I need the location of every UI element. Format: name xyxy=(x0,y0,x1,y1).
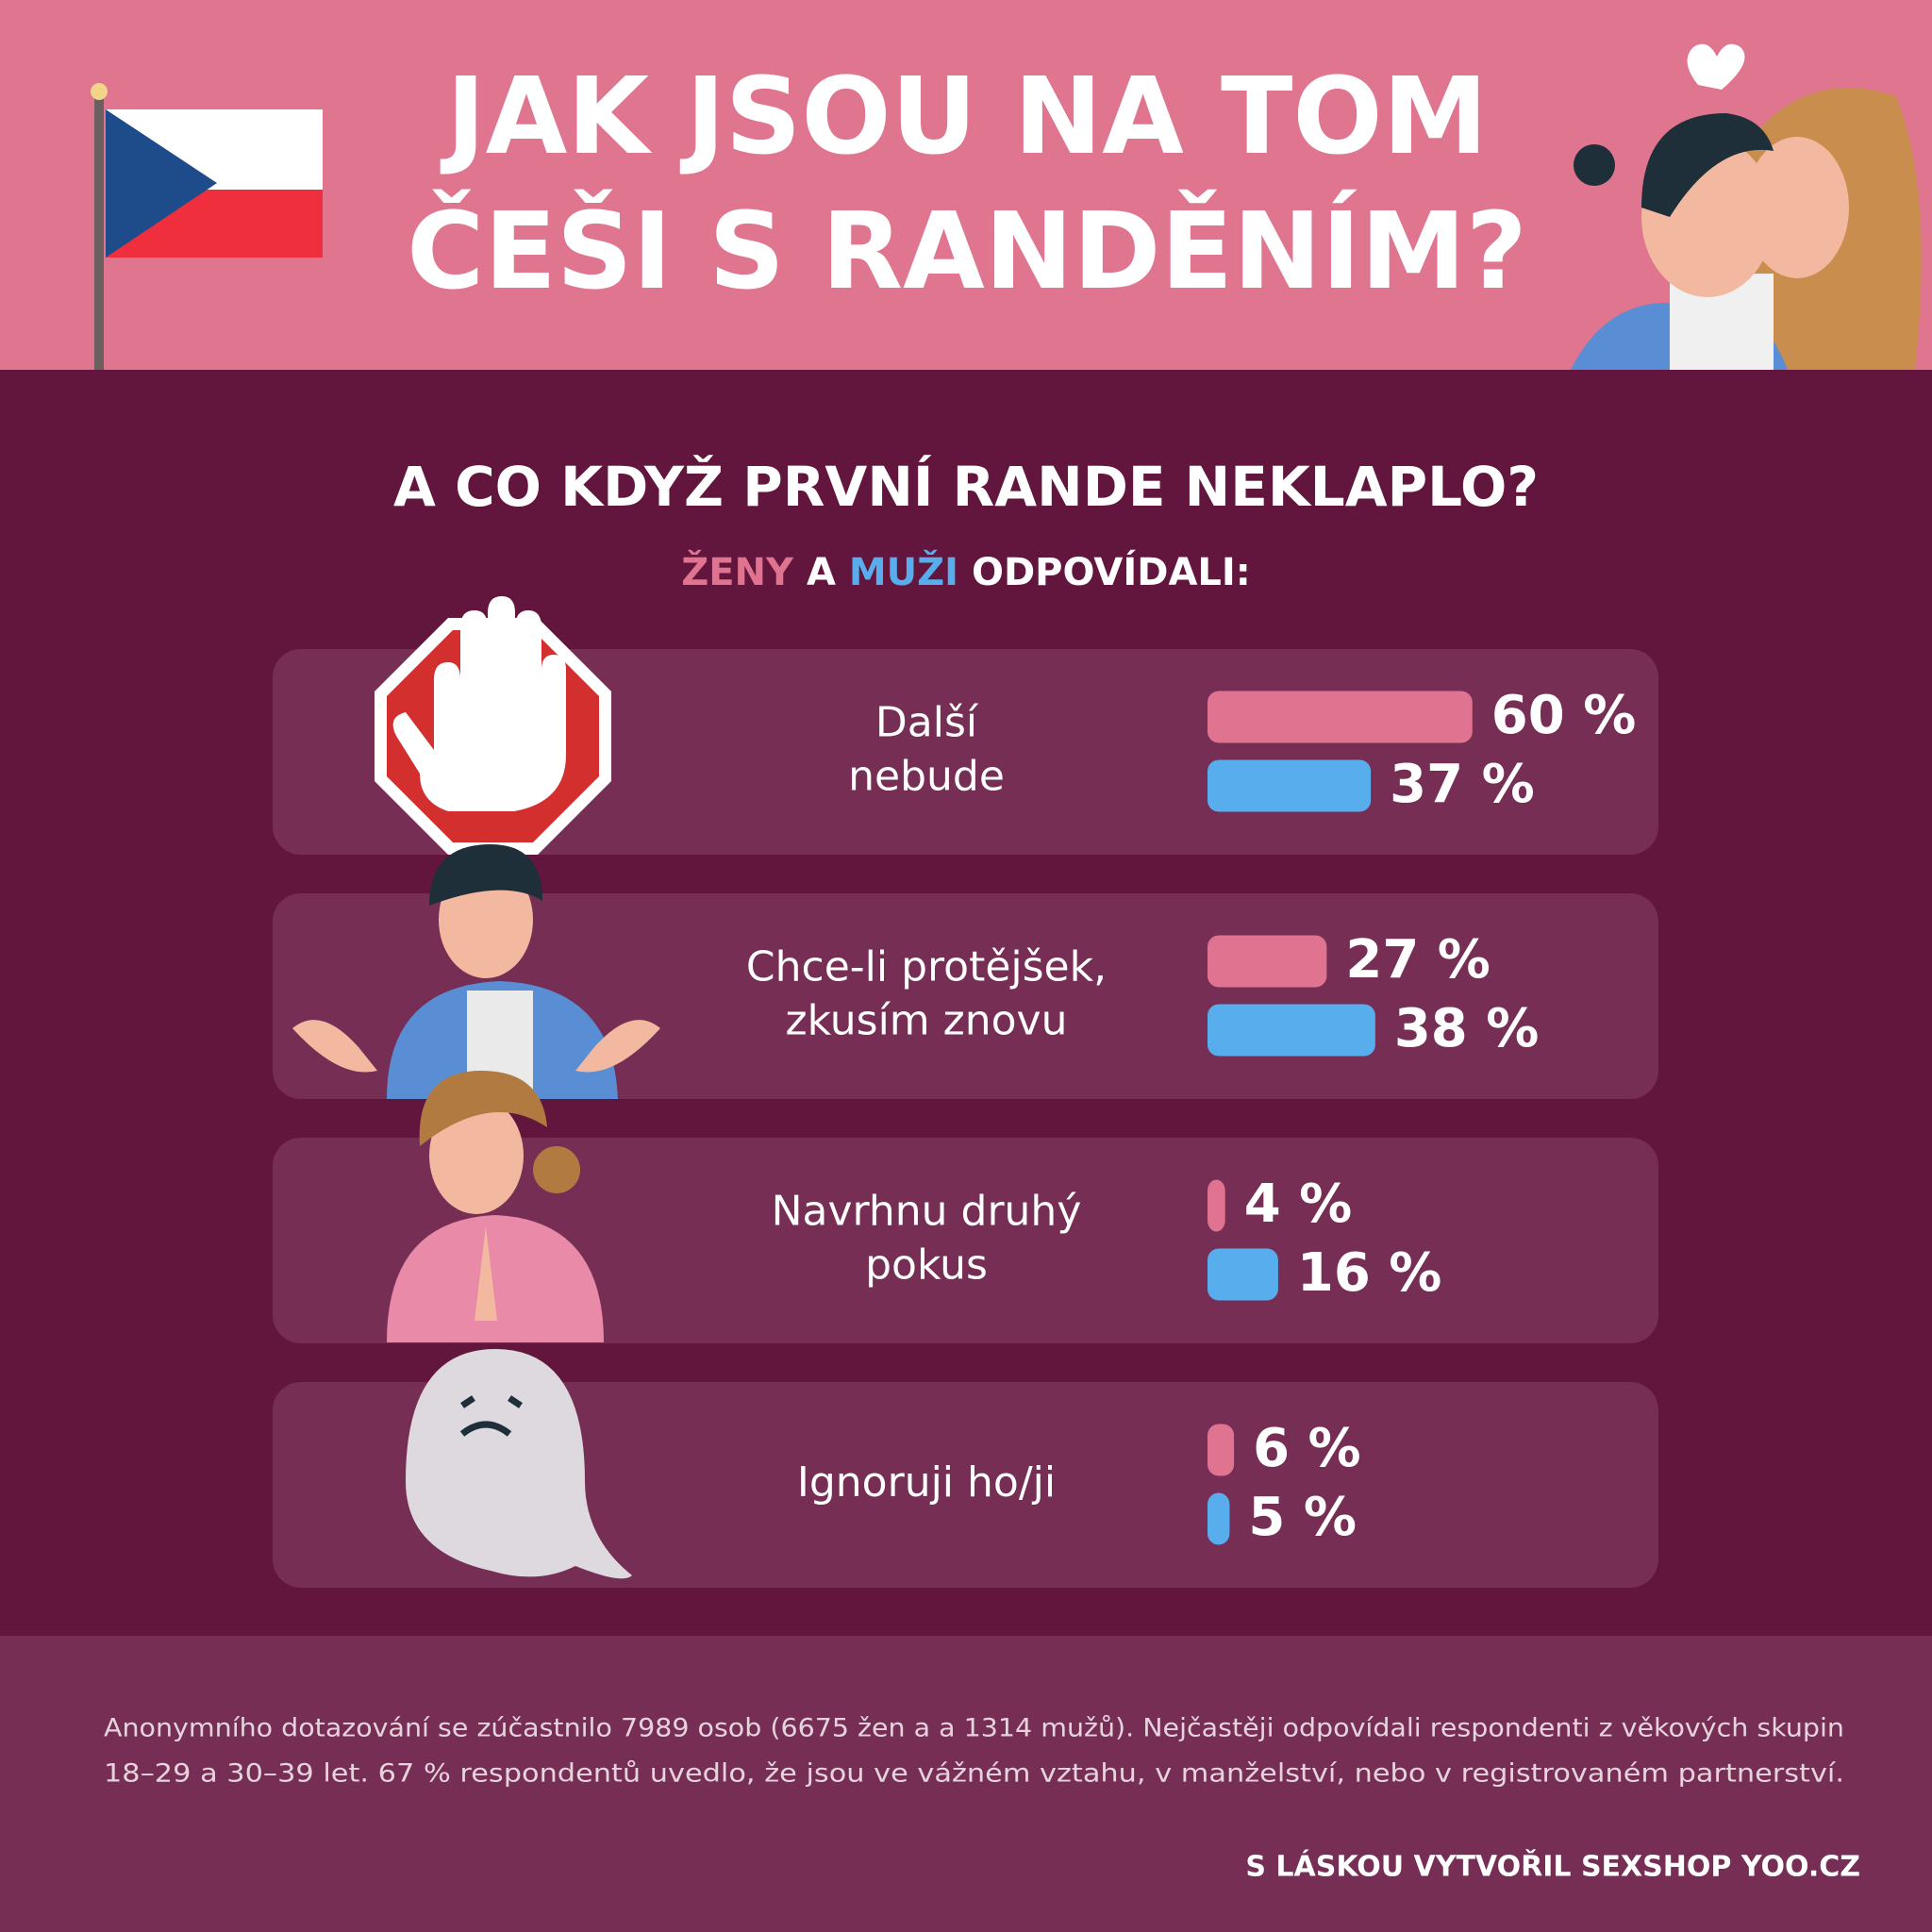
legend-text: ODPOVÍDALI: xyxy=(972,549,1251,594)
bar xyxy=(1208,1004,1375,1057)
panel xyxy=(273,1382,1658,1588)
category-label: zkusím znovu xyxy=(786,997,1068,1045)
legend: ŽENY A MUŽI ODPOVÍDALI: xyxy=(681,549,1251,594)
bar xyxy=(1208,1492,1230,1545)
category-label: pokus xyxy=(865,1241,988,1290)
bar xyxy=(1208,759,1372,812)
couple xyxy=(1571,43,1922,370)
bar xyxy=(1208,935,1327,988)
legend-entry: MUŽI xyxy=(849,549,958,594)
legend-text: A xyxy=(807,551,836,594)
value-label: 27 % xyxy=(1345,929,1491,991)
ghost xyxy=(406,1349,632,1579)
flag xyxy=(91,83,323,370)
panel xyxy=(273,1138,1658,1343)
value-label: 5 % xyxy=(1248,1487,1357,1548)
footer xyxy=(0,1636,1932,1932)
credit: S LÁSKOU VYTVOŘIL SEXSHOP YOO.CZ xyxy=(1245,1850,1860,1884)
value-label: 16 % xyxy=(1297,1242,1442,1304)
footnote: Anonymního dotazování se zúčastnilo 7989… xyxy=(104,1714,1844,1743)
category-label: nebude xyxy=(848,753,1005,801)
category-label: Navrhnu druhý xyxy=(772,1188,1082,1236)
category-label: Chce-li protějšek, xyxy=(746,943,1107,991)
bar xyxy=(1208,691,1473,743)
category-label: Ignoruji ho/ji xyxy=(797,1458,1056,1507)
value-label: 38 % xyxy=(1394,998,1540,1059)
value-label: 6 % xyxy=(1253,1418,1361,1479)
shrugging-man xyxy=(292,844,660,1099)
value-label: 60 % xyxy=(1491,685,1637,746)
pleading-woman xyxy=(387,1071,604,1342)
value-label: 37 % xyxy=(1390,754,1535,815)
legend-entry: ŽENY xyxy=(681,549,794,594)
footnote: 18–29 a 30–39 let. 67 % respondentů uved… xyxy=(104,1759,1844,1789)
category-label: Další xyxy=(875,699,979,747)
bar xyxy=(1208,1424,1235,1476)
title: JAK JSOU NA TOM xyxy=(440,56,1488,178)
value-label: 4 % xyxy=(1244,1174,1353,1235)
chart-title: A CO KDYŽ PRVNÍ RANDE NEKLAPLO? xyxy=(393,454,1539,519)
bar xyxy=(1208,1248,1278,1301)
title: ČEŠI S RANDĚNÍM? xyxy=(407,189,1527,313)
bar xyxy=(1208,1179,1225,1232)
stop-sign xyxy=(375,596,611,855)
